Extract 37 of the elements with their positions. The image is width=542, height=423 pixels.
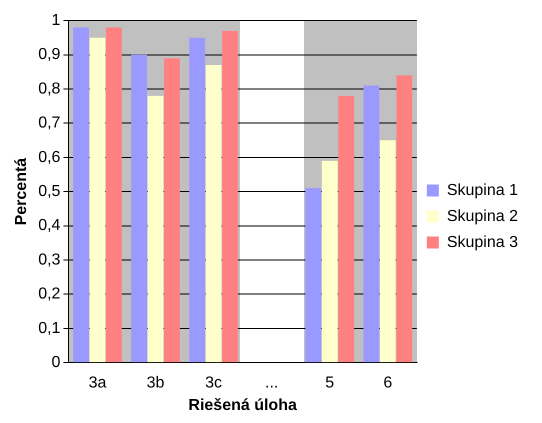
y-tick-label: 1 — [52, 12, 61, 30]
x-tick-label: 6 — [383, 374, 392, 392]
bar — [396, 75, 412, 362]
bar — [222, 30, 238, 362]
bar — [305, 188, 322, 362]
bar — [206, 65, 222, 362]
x-tick-label: 3a — [88, 374, 106, 392]
x-tick-label: 5 — [325, 374, 334, 392]
legend-label: Skupina 2 — [446, 208, 518, 225]
y-tick-label: 0,4 — [38, 217, 61, 234]
bar — [380, 140, 396, 362]
y-tick-label: 0,5 — [38, 183, 61, 200]
bar — [189, 38, 206, 362]
y-tick-label: 0,8 — [38, 80, 61, 98]
y-tick-label: 0,1 — [38, 320, 61, 337]
y-axis-title: Percentá — [13, 158, 30, 226]
bar — [106, 27, 122, 362]
bar — [322, 160, 338, 362]
y-tick-label: 0,9 — [38, 46, 61, 64]
y-tick-label: 0,7 — [38, 114, 61, 132]
bar — [338, 96, 354, 362]
bar — [148, 96, 164, 362]
y-tick-label: 0,6 — [38, 148, 61, 166]
legend-label: Skupina 3 — [446, 234, 518, 251]
bar — [164, 58, 180, 362]
bar — [90, 38, 106, 362]
y-tick-label: 0,3 — [38, 251, 61, 268]
x-axis-title: Riešená úloha — [188, 396, 297, 414]
bar — [73, 27, 89, 362]
x-tick-label: 3c — [205, 374, 222, 392]
x-tick-label: 3b — [146, 374, 165, 392]
x-tick-label: ... — [265, 374, 278, 392]
y-tick-label: 0,2 — [38, 286, 61, 303]
bar — [363, 86, 380, 362]
y-tick-label: 0 — [52, 354, 61, 372]
bar — [131, 54, 147, 362]
legend-label: Skupina 1 — [446, 182, 518, 199]
